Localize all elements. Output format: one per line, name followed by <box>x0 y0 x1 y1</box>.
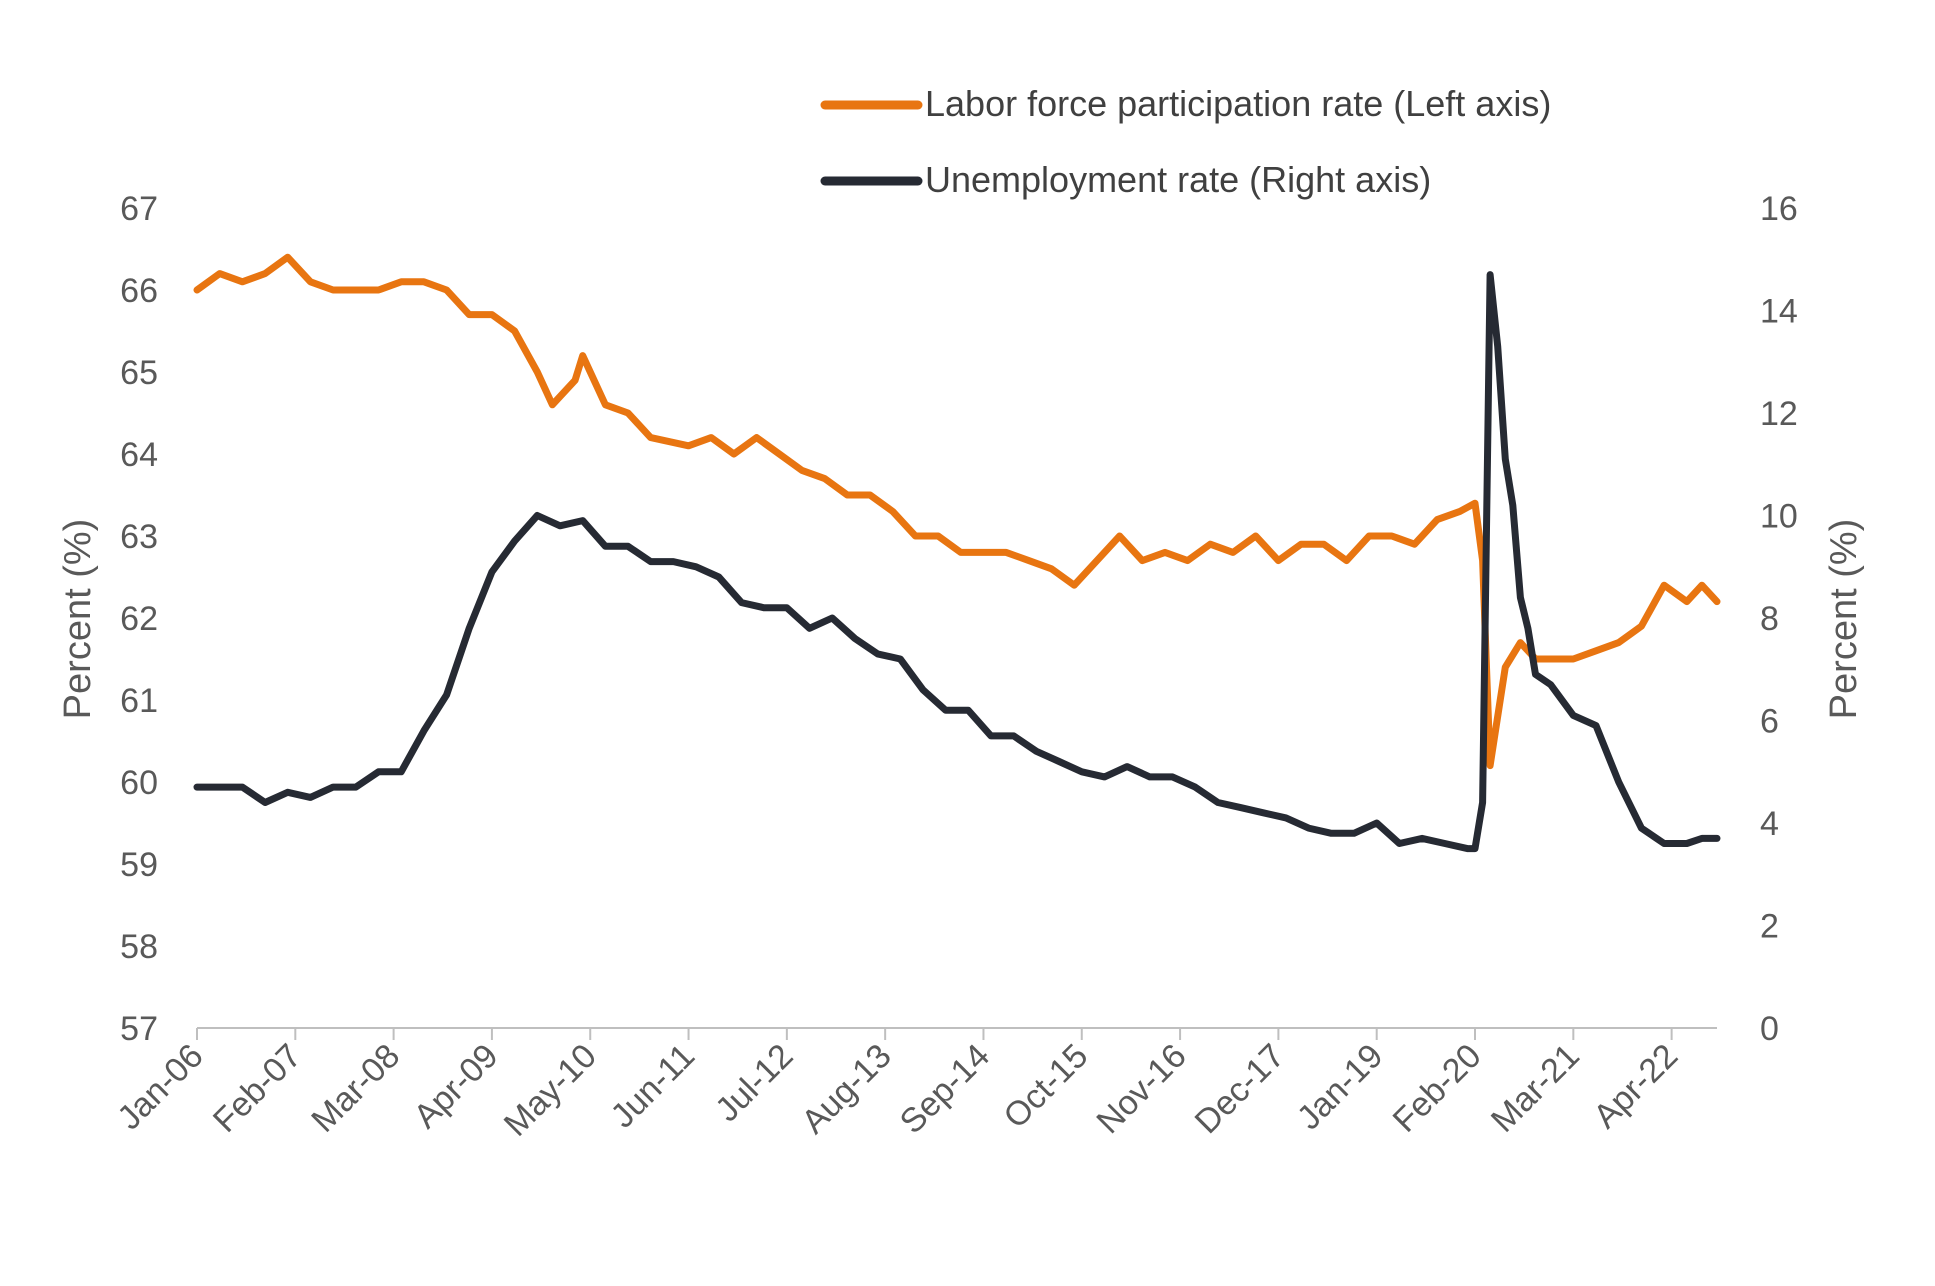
right-tick-label: 0 <box>1760 1010 1779 1048</box>
left-axis-title: Percent (%) <box>57 519 99 720</box>
series-line-participation <box>193 253 1721 770</box>
legend-label-unemployment: Unemployment rate (Right axis) <box>925 159 1431 200</box>
x-tick-label: Jun-11 <box>604 1037 703 1136</box>
legend: Labor force participation rate (Left axi… <box>820 83 1551 200</box>
x-tick-label: Mar-21 <box>1484 1037 1587 1140</box>
left-tick-label: 63 <box>120 518 158 556</box>
x-tick-label: Jan-19 <box>1290 1037 1390 1137</box>
left-tick-label: 67 <box>120 190 158 228</box>
right-tick-label: 16 <box>1760 190 1798 228</box>
left-tick-label: 58 <box>120 928 158 966</box>
x-tick-label: Oct-15 <box>996 1037 1095 1136</box>
right-axis-ticks: 0 2 4 6 8 10 12 14 16 <box>1760 190 1798 1048</box>
right-tick-label: 12 <box>1760 395 1798 433</box>
left-tick-label: 65 <box>120 354 158 392</box>
right-tick-label: 6 <box>1760 703 1779 741</box>
right-tick-label: 10 <box>1760 498 1798 536</box>
left-tick-label: 62 <box>120 600 158 638</box>
plot-area <box>193 253 1721 853</box>
x-tick-label: Feb-20 <box>1386 1037 1489 1140</box>
left-axis-ticks: 57 58 59 60 61 62 63 64 65 66 67 <box>120 190 158 1048</box>
left-tick-label: 57 <box>120 1010 158 1048</box>
x-tick-label: Feb-07 <box>206 1037 309 1140</box>
x-tick-label: Jul-12 <box>708 1037 800 1129</box>
legend-label-participation: Labor force participation rate (Left axi… <box>925 83 1551 124</box>
right-tick-label: 8 <box>1760 600 1779 638</box>
x-tick-label: Jan-06 <box>110 1037 210 1137</box>
left-tick-label: 64 <box>120 436 158 474</box>
left-tick-label: 61 <box>120 682 158 720</box>
right-axis-title: Percent (%) <box>1823 519 1865 720</box>
x-tick-label: Apr-09 <box>407 1037 506 1136</box>
x-tick-label: Nov-16 <box>1089 1037 1193 1141</box>
right-tick-label: 14 <box>1760 293 1798 331</box>
x-tick-label: Sep-14 <box>893 1037 997 1141</box>
x-tick-label: Apr-22 <box>1586 1037 1685 1136</box>
left-tick-label: 60 <box>120 764 158 802</box>
right-tick-label: 2 <box>1760 908 1779 946</box>
series-line-unemployment <box>193 271 1721 853</box>
left-tick-label: 59 <box>120 846 158 884</box>
x-tick-label: Mar-08 <box>304 1037 407 1140</box>
right-tick-label: 4 <box>1760 805 1779 843</box>
x-tick-label: Aug-13 <box>794 1037 898 1141</box>
left-tick-label: 66 <box>120 272 158 310</box>
x-tick-label: Dec-17 <box>1188 1037 1292 1141</box>
x-tick-label: May-10 <box>497 1037 604 1144</box>
